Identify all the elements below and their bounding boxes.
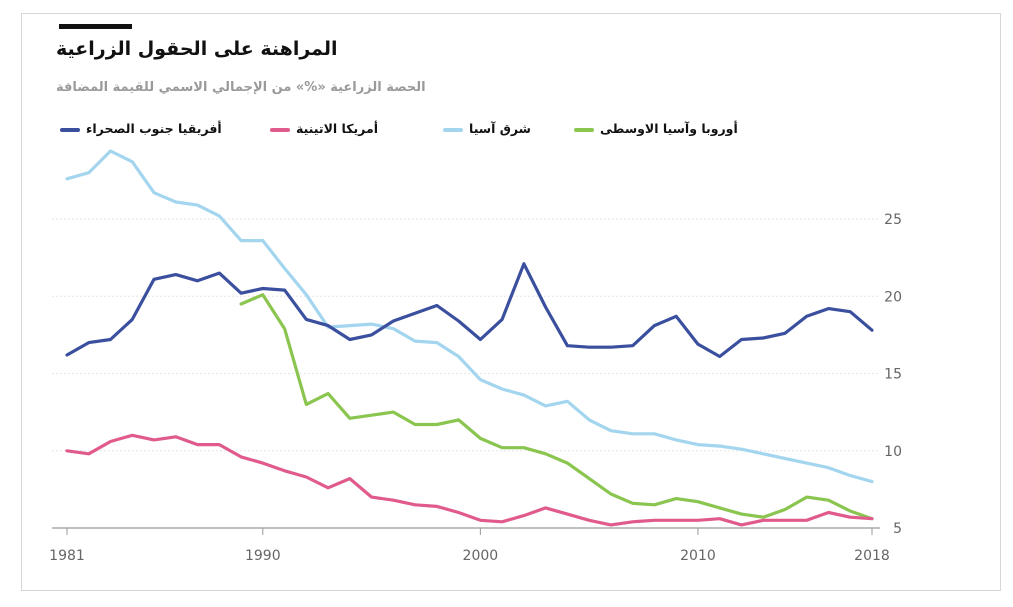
legend-label-sub-saharan-africa: أفريقيا جنوب الصحراء [86, 121, 222, 136]
x-tick-label: 2010 [680, 548, 716, 564]
y-tick-label: 15 [884, 367, 902, 383]
chart-frame [21, 13, 1001, 591]
series-lines [65, 149, 874, 527]
legend: أفريقيا جنوب الصحراء أمريكا الاتينية شرق… [60, 120, 740, 142]
chart-title: المراهنة على الحقول الزراعية [56, 38, 338, 60]
series-line-1 [65, 433, 874, 527]
y-tick-label: 25 [884, 212, 902, 228]
x-axis: 1981 1990 2000 2010 2018 [49, 528, 890, 564]
series-line-0 [65, 262, 874, 359]
legend-swatch-sub-saharan-africa [60, 128, 80, 132]
legend-label-latin-america: أمريكا الاتينية [296, 121, 378, 136]
legend-label-europe-central-asia: أوروبا وآسيا الاوسطى [600, 121, 738, 136]
y-tick-label: 20 [884, 289, 902, 305]
x-tick-label: 2018 [854, 548, 890, 564]
legend-label-east-asia: شرق آسيا [469, 121, 531, 136]
series-line-2 [65, 149, 874, 484]
y-tick-label: 5 [893, 521, 902, 537]
y-tick-label: 10 [884, 444, 902, 460]
x-tick-label: 1981 [49, 548, 85, 564]
legend-swatch-latin-america [270, 128, 290, 132]
x-tick-label: 1990 [245, 548, 281, 564]
chart-subtitle: الحصة الزراعية «%» من الإجمالي الاسمي لل… [56, 80, 426, 95]
y-axis: 5 10 15 20 25 [884, 212, 902, 537]
grid-lines [52, 218, 880, 529]
legend-swatch-europe-central-asia [574, 128, 594, 132]
title-accent-bar [59, 24, 132, 29]
legend-swatch-east-asia [443, 128, 463, 132]
series-line-3 [239, 293, 874, 521]
x-tick-label: 2000 [463, 548, 499, 564]
